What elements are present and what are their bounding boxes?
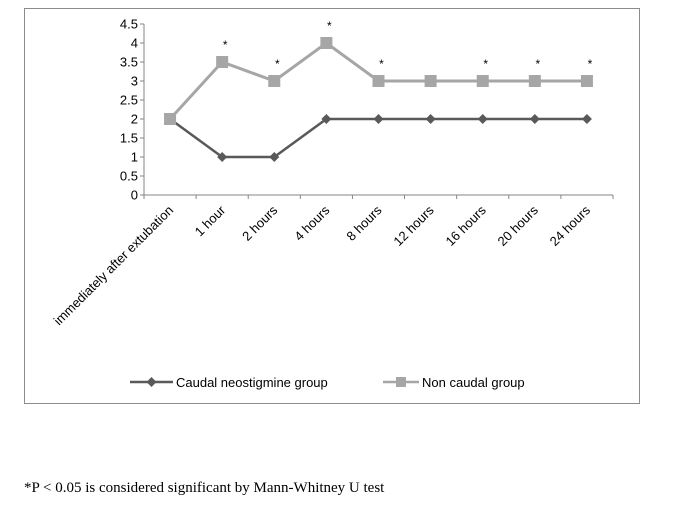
data-point bbox=[268, 75, 281, 87]
data-point bbox=[216, 56, 229, 68]
legend-label: Caudal neostigmine group bbox=[176, 375, 328, 390]
y-tick-label: 3 bbox=[131, 74, 138, 89]
data-point bbox=[476, 75, 489, 87]
x-tick-label: 20 hours bbox=[495, 202, 542, 249]
y-tick-label: 2.5 bbox=[120, 93, 138, 108]
x-tick-label: 16 hours bbox=[442, 202, 489, 249]
y-tick-label: 3.5 bbox=[120, 55, 138, 70]
significance-star: * bbox=[275, 57, 280, 71]
data-point bbox=[372, 75, 385, 87]
chart-frame: 0 0.5 1 1.5 2 2.5 3 3.5 4 4.5 immediately after ex… bbox=[24, 8, 640, 404]
legend-label: Non caudal group bbox=[422, 375, 525, 390]
data-point bbox=[425, 114, 436, 124]
data-point bbox=[477, 114, 488, 124]
legend-marker bbox=[396, 377, 406, 387]
x-tick-label: 12 hours bbox=[390, 202, 437, 249]
y-tick-label: 4 bbox=[131, 36, 138, 51]
x-tick-label: 8 hours bbox=[343, 202, 385, 244]
data-point bbox=[580, 75, 593, 87]
data-point bbox=[320, 37, 333, 49]
data-point bbox=[217, 152, 228, 162]
y-tick-label: 0 bbox=[131, 188, 138, 203]
y-tick-label: 1.5 bbox=[120, 131, 138, 146]
significance-star: * bbox=[588, 57, 593, 71]
y-tick-label: 4.5 bbox=[120, 17, 138, 32]
significance-star: * bbox=[379, 57, 384, 71]
x-tick-label: 1 hour bbox=[192, 202, 229, 239]
data-point bbox=[424, 75, 437, 87]
x-tick-label: 2 hours bbox=[239, 202, 281, 244]
x-tick-label: immediately after extubation bbox=[51, 203, 177, 329]
data-point bbox=[164, 113, 177, 125]
y-tick-label: 1 bbox=[131, 150, 138, 165]
series-line-0 bbox=[169, 117, 587, 159]
data-point bbox=[373, 114, 384, 124]
legend-marker bbox=[146, 377, 157, 387]
x-tick-label: 24 hours bbox=[547, 202, 594, 249]
data-point bbox=[528, 75, 541, 87]
footnote: *P < 0.05 is considered significant by M… bbox=[24, 480, 385, 496]
data-point bbox=[581, 114, 592, 124]
line-chart: 0 0.5 1 1.5 2 2.5 3 3.5 4 4.5 immediately after ex… bbox=[51, 17, 614, 390]
x-tick-label: 4 hours bbox=[291, 202, 333, 244]
data-point bbox=[529, 114, 540, 124]
significance-star: * bbox=[535, 57, 540, 71]
significance-star: * bbox=[223, 38, 228, 52]
significance-star: * bbox=[483, 57, 488, 71]
data-point bbox=[269, 152, 280, 162]
y-tick-label: 0.5 bbox=[120, 169, 138, 184]
significance-star: * bbox=[327, 19, 332, 33]
data-point bbox=[321, 114, 332, 124]
y-tick-label: 2 bbox=[131, 112, 138, 127]
